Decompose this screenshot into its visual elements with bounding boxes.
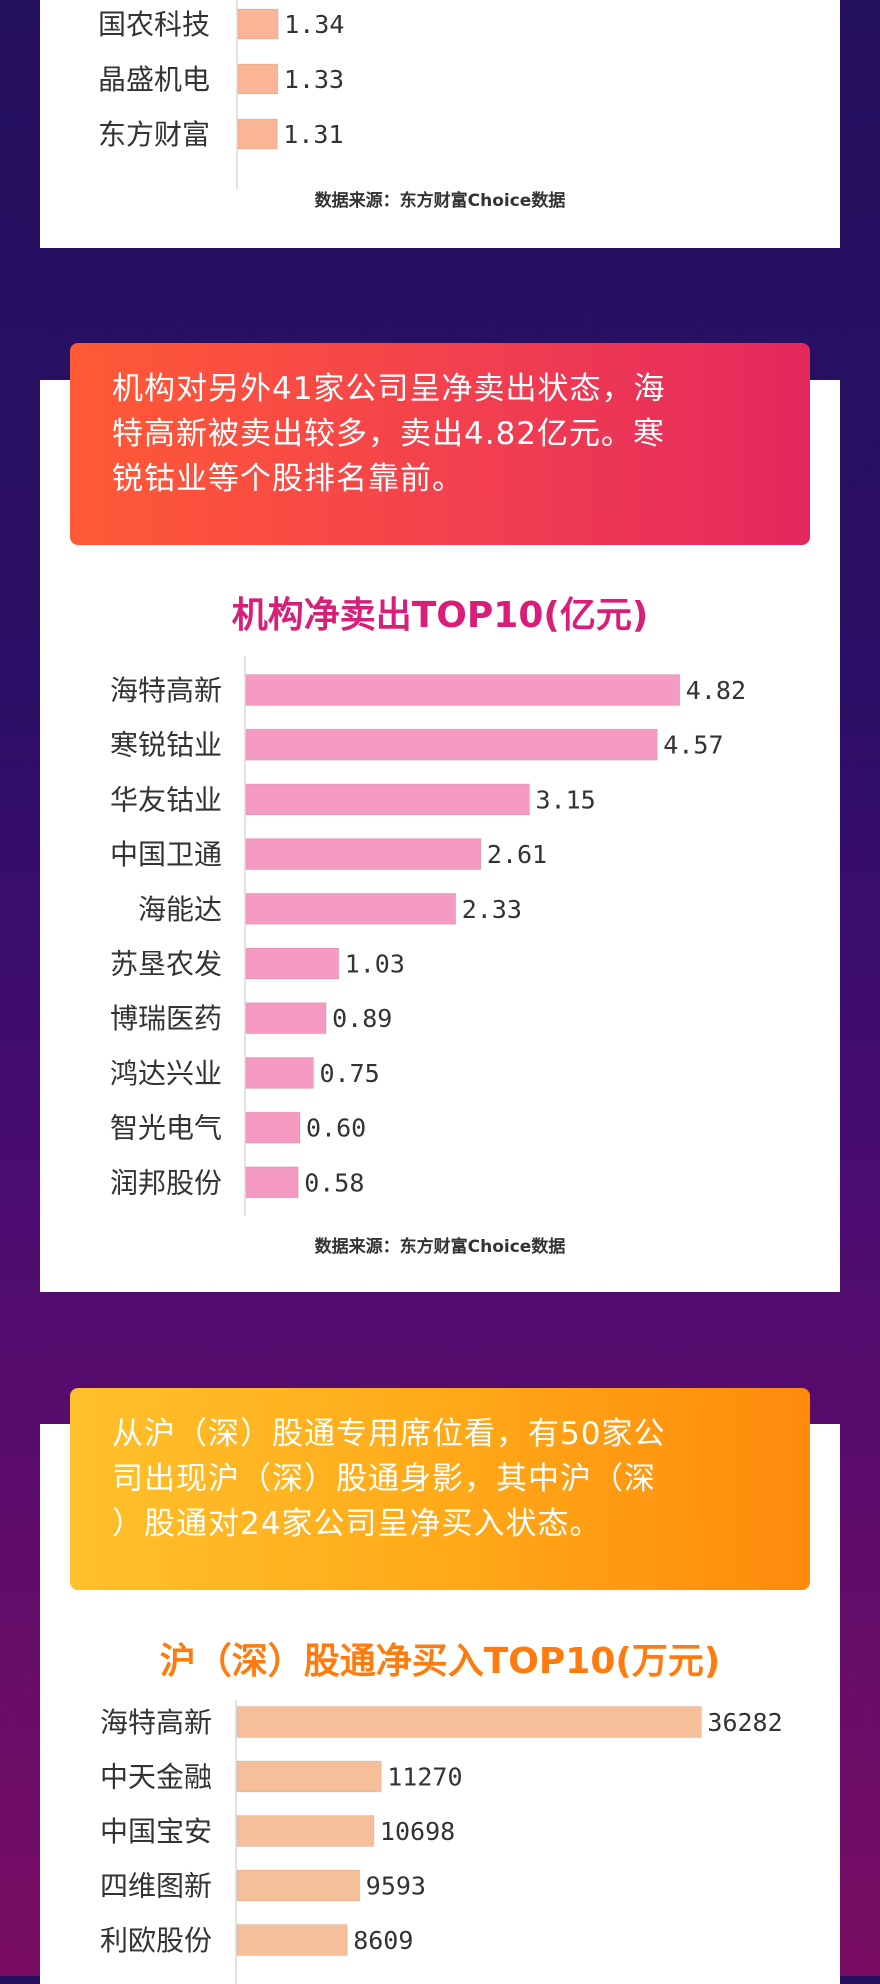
value-label: 0.58 — [304, 1168, 364, 1197]
chart-title-hk: 沪（深）股通净买入TOP10(万元) — [159, 1641, 721, 1682]
value-label: 2.33 — [462, 895, 522, 924]
bar — [245, 1166, 299, 1199]
data-source-sell: 数据来源：东方财富Choice数据 — [314, 1237, 566, 1257]
bar — [236, 1706, 702, 1738]
bar — [245, 674, 681, 706]
value-label: 8609 — [353, 1926, 413, 1955]
category-label: 润邦股份 — [110, 1166, 222, 1199]
chart-sell-svg: 海特高新 4.82 寒锐钴业 4.57 华友钴业 3.15 中国卫通 2.61 海能达 2.33 苏… — [110, 656, 746, 1216]
category-label: 中国宝安 — [100, 1815, 212, 1848]
value-label: 1.34 — [284, 10, 344, 39]
category-label: 四维图新 — [100, 1870, 212, 1903]
bar — [236, 1760, 382, 1793]
category-label: 中国卫通 — [110, 838, 222, 871]
bar — [245, 838, 482, 871]
value-label: 1.31 — [283, 120, 343, 149]
value-label: 9593 — [366, 1872, 426, 1901]
banner-sell-line-2: 特高新被卖出较多，卖出4.82亿元。寒 — [112, 416, 666, 452]
value-label: 1.33 — [284, 65, 344, 94]
banner-hk-line-3: ）股通对24家公司呈净买入状态。 — [112, 1506, 602, 1542]
banner-hk-line-2: 司出现沪（深）股通身影，其中沪（深 — [112, 1461, 656, 1497]
bar — [245, 892, 457, 925]
bar — [245, 1056, 314, 1089]
value-label: 0.75 — [320, 1059, 380, 1088]
banner-hk-line-1: 从沪（深）股通专用席位看，有50家公 — [112, 1416, 666, 1452]
category-label: 东方财富 — [98, 118, 210, 151]
category-label: 利欧股份 — [100, 1924, 212, 1957]
category-label: 华友钴业 — [110, 783, 222, 816]
category-label: 海能达 — [138, 893, 222, 926]
bar — [245, 947, 340, 980]
value-label: 0.60 — [306, 1114, 366, 1143]
bar — [245, 728, 658, 761]
data-source-top: 数据来源：东方财富Choice数据 — [314, 191, 566, 211]
value-label: 1.03 — [345, 950, 405, 979]
category-label: 国农科技 — [98, 8, 210, 41]
category-label: 中天金融 — [100, 1761, 212, 1794]
category-label: 博瑞医药 — [110, 1002, 222, 1035]
chart-top-svg: 国农科技 1.34 晶盛机电 1.33 东方财富 1.31 — [98, 0, 344, 189]
bar — [245, 1111, 301, 1144]
banner-sell-line-3: 锐钴业等个股排名靠前。 — [112, 461, 464, 497]
banner-hk: 从沪（深）股通专用席位看，有50家公 司出现沪（深）股通身影，其中沪（深 ）股通… — [70, 1388, 810, 1590]
category-label: 鸿达兴业 — [110, 1057, 222, 1090]
category-label: 智光电气 — [110, 1112, 222, 1145]
category-label: 晶盛机电 — [98, 63, 210, 96]
value-label: 0.89 — [332, 1004, 392, 1033]
value-label: 10698 — [380, 1817, 455, 1846]
value-label: 36282 — [707, 1708, 782, 1737]
chart-hk-svg: 海特高新 36282 中天金融 11270 中国宝安 10698 四维图新 9593 利欧股份 8… — [100, 1700, 783, 1984]
bar — [236, 1869, 361, 1902]
value-label: 4.57 — [663, 731, 723, 760]
bar — [236, 1924, 348, 1956]
banner-sell: 机构对另外41家公司呈净卖出状态，海 特高新被卖出较多，卖出4.82亿元。寒 锐… — [70, 343, 810, 545]
category-label: 海特高新 — [100, 1706, 212, 1739]
chart-title-sell: 机构净卖出TOP10(亿元) — [231, 595, 649, 636]
value-label: 2.61 — [487, 840, 547, 869]
bar — [245, 783, 530, 816]
value-label: 4.82 — [686, 676, 746, 705]
value-label: 11270 — [387, 1763, 462, 1792]
bar — [237, 63, 279, 95]
chart-card-top: 国农科技 1.34 晶盛机电 1.33 东方财富 1.31 数据来源：东方财富Choice… — [40, 0, 840, 248]
value-label: 3.15 — [536, 785, 596, 814]
category-label: 苏垦农发 — [110, 948, 222, 981]
bar — [245, 1002, 327, 1035]
bar — [236, 1815, 375, 1847]
category-label: 海特高新 — [110, 674, 222, 707]
category-label: 寒锐钴业 — [110, 729, 222, 762]
bar — [237, 118, 278, 150]
banner-sell-line-1: 机构对另外41家公司呈净卖出状态，海 — [112, 371, 666, 407]
bar — [237, 8, 279, 40]
